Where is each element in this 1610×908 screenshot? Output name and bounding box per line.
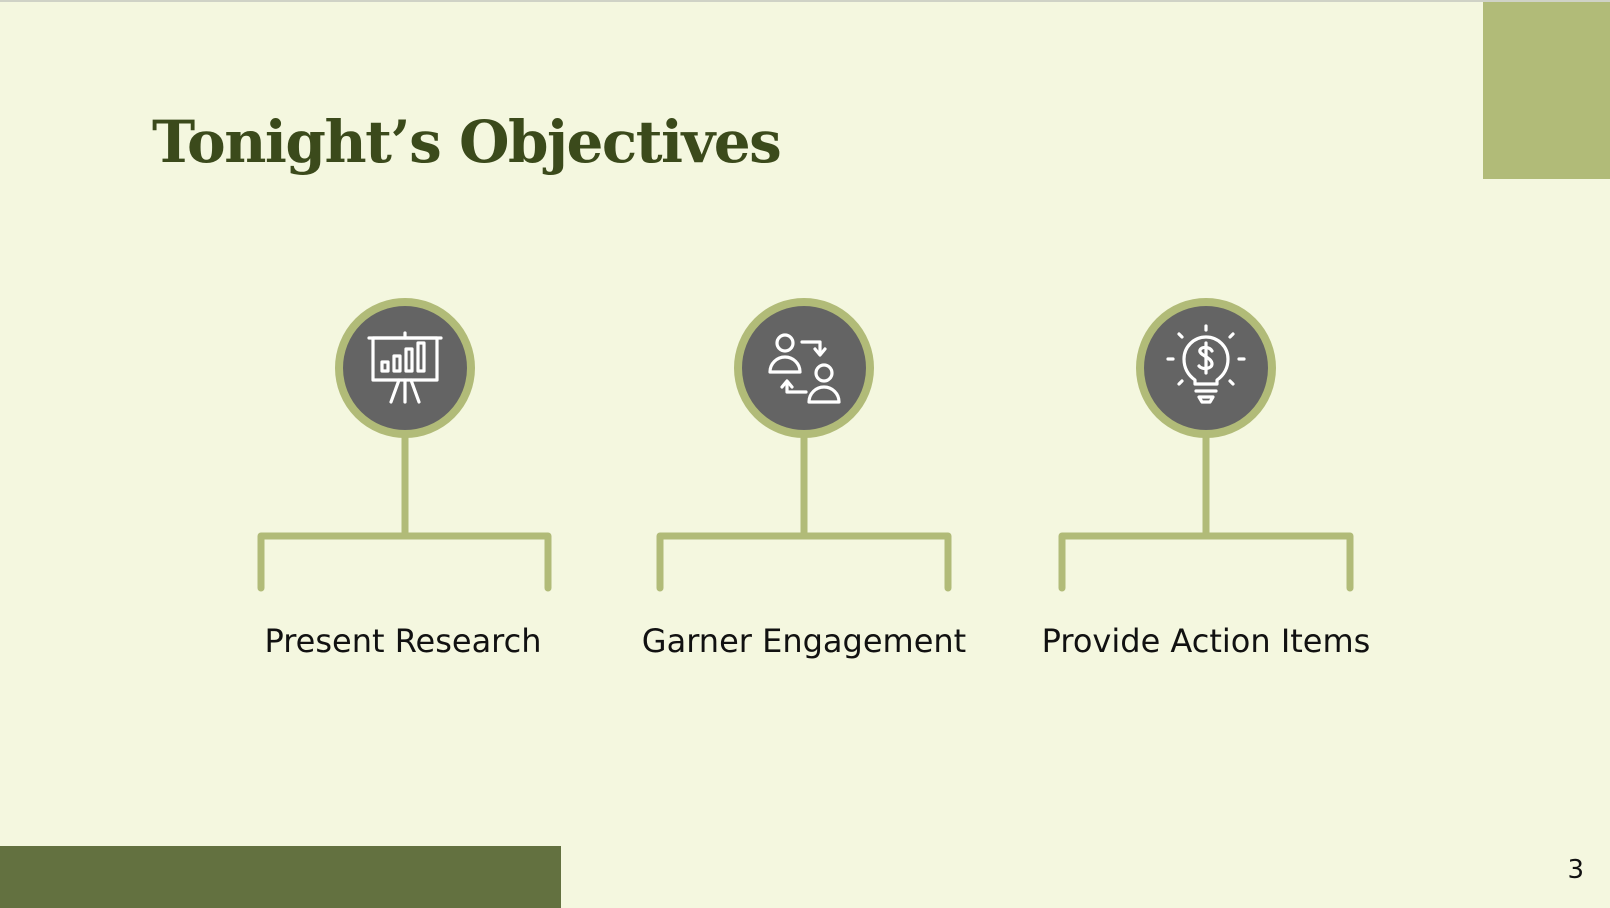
- objective-label-present-research: Present Research: [264, 622, 542, 660]
- icon-circle: [734, 298, 874, 438]
- accent-block-top-right: [1483, 2, 1610, 179]
- slide-title: Tonight’s Objectives: [152, 108, 782, 176]
- objective-label-provide-action-items: Provide Action Items: [1041, 622, 1371, 660]
- objective-label-garner-engagement: Garner Engagement: [641, 622, 967, 660]
- bracket-connector: [1058, 432, 1354, 592]
- objective-2-graphic: [656, 298, 952, 592]
- page-number: 3: [1567, 855, 1584, 885]
- objective-3-graphic: [1058, 298, 1354, 592]
- top-divider: [0, 0, 1610, 2]
- bracket-connector: [656, 432, 952, 592]
- accent-block-bottom-left: [0, 846, 561, 908]
- lightbulb-dollar-icon: [1166, 324, 1246, 404]
- presentation-chart-icon: [367, 331, 443, 404]
- objective-1-graphic: [257, 298, 552, 592]
- bracket-connector: [257, 432, 552, 592]
- people-exchange-icon: [768, 333, 841, 404]
